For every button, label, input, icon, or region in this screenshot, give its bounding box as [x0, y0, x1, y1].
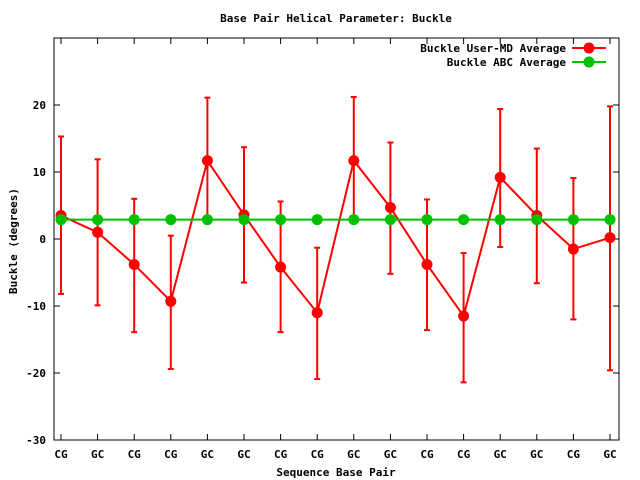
y-tick-label: 10 — [33, 166, 46, 179]
series-layer — [55, 95, 616, 384]
legend-label: Buckle User-MD Average — [420, 42, 566, 55]
data-point — [531, 214, 543, 226]
x-tick-label: CG — [128, 448, 142, 461]
x-tick-label: CG — [420, 448, 434, 461]
data-point — [201, 214, 213, 226]
data-point — [458, 310, 470, 322]
data-point — [567, 214, 579, 226]
data-point — [55, 214, 67, 226]
data-point — [494, 214, 506, 226]
x-tick-label: CG — [311, 448, 325, 461]
series-line — [60, 158, 611, 319]
y-tick-label: -10 — [26, 300, 46, 313]
x-tick-label: CG — [567, 448, 581, 461]
x-tick-label: CG — [457, 448, 471, 461]
data-point — [92, 226, 104, 238]
x-tick-label: GC — [201, 448, 214, 461]
y-axis-label: Buckle (degrees) — [7, 188, 20, 294]
data-point — [604, 232, 616, 244]
data-point — [348, 214, 360, 226]
y-tick-label: -30 — [26, 434, 46, 447]
y-tick-label: 0 — [39, 233, 46, 246]
x-tick-label: CG — [164, 448, 178, 461]
y-tick-label: 20 — [33, 99, 46, 112]
data-point — [384, 214, 396, 226]
x-tick-label: GC — [530, 448, 543, 461]
data-point — [458, 214, 470, 226]
data-point — [275, 261, 287, 273]
chart-title: Base Pair Helical Parameter: Buckle — [220, 12, 452, 25]
data-point — [348, 155, 360, 167]
data-point — [421, 214, 433, 226]
legend-marker — [583, 42, 595, 54]
x-tick-label: GC — [494, 448, 507, 461]
legend-label: Buckle ABC Average — [447, 56, 567, 69]
x-tick-label: CG — [54, 448, 68, 461]
data-point — [567, 243, 579, 255]
data-point — [384, 202, 396, 214]
series-2 — [55, 214, 616, 226]
x-tick-label: GC — [384, 448, 397, 461]
data-point — [311, 214, 323, 226]
data-point — [238, 214, 250, 226]
data-point — [604, 214, 616, 226]
data-point — [165, 214, 177, 226]
data-point — [128, 214, 140, 226]
x-tick-label: GC — [347, 448, 360, 461]
data-point — [311, 307, 323, 319]
plot-frame — [53, 37, 620, 441]
y-tick-label: -20 — [26, 367, 46, 380]
data-point — [275, 214, 287, 226]
data-point — [421, 258, 433, 270]
x-tick-label: GC — [237, 448, 250, 461]
legend-marker — [583, 56, 595, 68]
data-point — [165, 295, 177, 307]
x-tick-label: GC — [91, 448, 104, 461]
series-1 — [55, 95, 616, 384]
data-point — [201, 155, 213, 167]
x-tick-label: CG — [274, 448, 288, 461]
data-point — [92, 214, 104, 226]
y-axis: -30 -20 -10 0 10 20 — [26, 99, 619, 447]
x-axis-label: Sequence Base Pair — [276, 466, 396, 479]
data-point — [128, 258, 140, 270]
data-point — [494, 171, 506, 183]
x-tick-label: GC — [603, 448, 616, 461]
x-axis: CG GC CG CG GC GC CG CG GC GC CG CG GC GC CG GC — [54, 38, 617, 461]
